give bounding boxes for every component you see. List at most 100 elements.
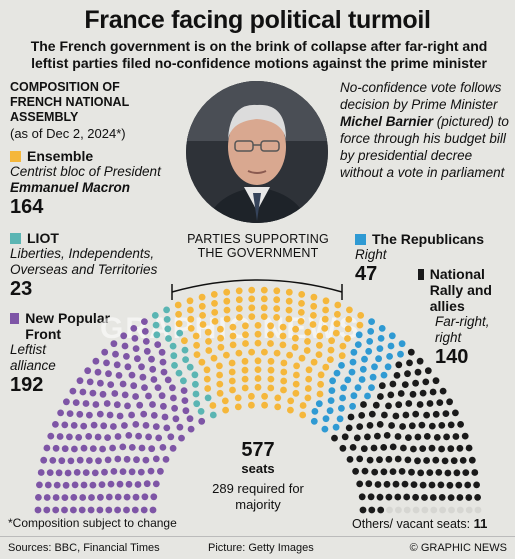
- seat-nfp: [111, 390, 119, 397]
- seat-nfp: [89, 389, 97, 397]
- seat-liot: [164, 325, 172, 333]
- group-liot: LIOT Liberties, Independents, Overseas a…: [10, 230, 185, 301]
- seat-rn: [374, 481, 382, 488]
- seat-rn: [410, 445, 417, 453]
- seat-nfp: [167, 433, 175, 441]
- seat-nfp: [114, 506, 121, 514]
- seat-ensemble: [187, 325, 195, 332]
- seat-liot: [165, 335, 172, 342]
- seat-nfp: [46, 469, 54, 476]
- ensemble-seats: 164: [10, 196, 44, 218]
- seat-liot: [181, 346, 189, 354]
- seat-ensemble: [199, 321, 207, 328]
- seat-ensemble: [317, 371, 325, 379]
- seat-rn: [339, 444, 347, 452]
- ensemble-swatch: [10, 150, 21, 162]
- seat-rn: [444, 469, 452, 477]
- seat-nfp: [91, 469, 99, 477]
- seat-ensemble: [223, 315, 231, 323]
- seat-nfp: [143, 347, 151, 355]
- seat-lr: [311, 408, 319, 415]
- group-national-rally: National Rally and allies Far-right, rig…: [418, 266, 513, 369]
- seat-rn: [468, 456, 476, 464]
- seat-nfp: [66, 433, 73, 441]
- seat-rn: [419, 481, 427, 489]
- group-ensemble: Ensemble Centrist bloc of President Emma…: [10, 148, 180, 219]
- seat-nfp: [110, 468, 118, 475]
- seat-nfp: [158, 348, 166, 356]
- seat-ensemble: [248, 313, 256, 320]
- seat-rn: [394, 433, 402, 440]
- seat-rn: [432, 377, 440, 385]
- seat-liot: [209, 411, 217, 419]
- seat-ensemble: [273, 314, 280, 321]
- seat-nfp: [82, 400, 90, 407]
- seat-ensemble: [254, 366, 262, 373]
- as-of-date: (as of Dec 2, 2024*): [10, 126, 126, 141]
- seat-ensemble: [186, 297, 194, 305]
- seat-liot: [151, 312, 159, 319]
- seat-ensemble: [299, 402, 307, 409]
- seat-nfp: [141, 318, 148, 325]
- seat-nfp: [86, 457, 93, 464]
- seat-rn: [416, 401, 424, 408]
- seat-nfp: [95, 457, 102, 465]
- seat-rn: [465, 494, 473, 501]
- seat-nfp: [96, 410, 104, 418]
- seat-nfp: [140, 410, 148, 418]
- seat-ensemble: [267, 340, 274, 347]
- seat-ensemble: [235, 287, 243, 295]
- seat-nfp: [61, 506, 68, 514]
- seat-nfp: [105, 370, 112, 378]
- seat-lr: [340, 384, 347, 392]
- seat-nfp: [145, 433, 153, 441]
- seat-ensemble: [254, 339, 262, 347]
- seat-rn: [364, 433, 371, 441]
- seat-nfp: [157, 467, 164, 475]
- seat-ensemble: [203, 366, 211, 374]
- seat-ensemble: [209, 402, 217, 409]
- seat-liot: [192, 390, 200, 398]
- seat-ensemble: [260, 295, 268, 303]
- seat-ensemble: [229, 341, 237, 349]
- seat-others: [412, 506, 420, 514]
- seat-ensemble: [285, 306, 293, 314]
- republicans-name: The Republicans: [372, 231, 485, 247]
- seat-rn: [429, 388, 437, 396]
- seat-nfp: [86, 378, 94, 386]
- republicans-seats: 47: [355, 263, 378, 285]
- seat-nfp: [97, 493, 104, 501]
- seat-nfp: [149, 401, 156, 408]
- seat-ensemble: [327, 356, 334, 363]
- seat-nfp: [105, 493, 113, 501]
- seat-ensemble: [248, 348, 256, 356]
- seat-rn: [371, 468, 379, 476]
- seat-others: [474, 506, 482, 514]
- seat-rn: [429, 494, 437, 501]
- seat-ensemble: [267, 357, 275, 365]
- seat-nfp: [79, 494, 87, 501]
- seat-ensemble: [334, 310, 341, 318]
- seat-nfp: [72, 399, 80, 406]
- seat-rn: [345, 424, 353, 432]
- seat-rn: [428, 422, 436, 430]
- seat-rn: [428, 444, 436, 452]
- seat-liot: [163, 306, 171, 314]
- seat-nfp: [70, 506, 77, 514]
- seat-rn: [404, 456, 412, 464]
- ensemble-desc: Centrist bloc of President: [10, 164, 161, 179]
- page-subtitle: The French government is on the brink of…: [30, 38, 488, 71]
- seats-label: seats: [241, 461, 275, 476]
- seat-ensemble: [279, 323, 287, 331]
- seat-ensemble: [267, 322, 274, 330]
- seat-ensemble: [293, 362, 300, 370]
- seat-dots: [34, 286, 482, 514]
- seat-liot: [186, 363, 194, 371]
- seat-nfp: [116, 412, 124, 420]
- seat-ensemble: [254, 330, 262, 338]
- nfp-desc: Leftist alliance: [10, 342, 56, 373]
- seat-rn: [380, 468, 388, 476]
- seat-nfp: [119, 468, 127, 475]
- seat-rn: [471, 469, 479, 476]
- seat-nfp: [161, 413, 169, 421]
